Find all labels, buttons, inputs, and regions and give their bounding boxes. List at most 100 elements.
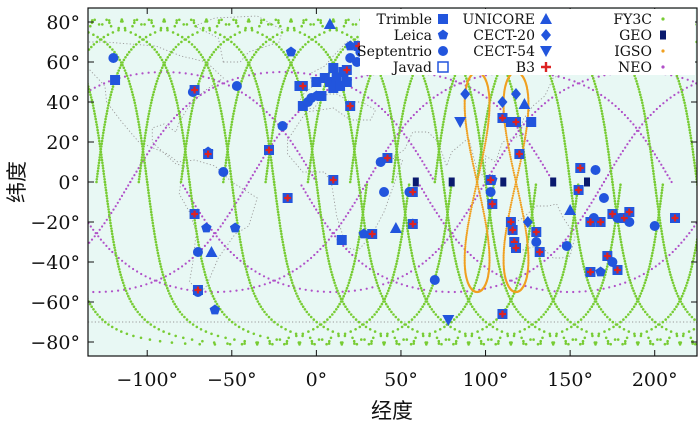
fy3c-point [180, 175, 184, 178]
fy3c-point [542, 273, 545, 277]
fy3c-point [280, 88, 283, 91]
neo-point [31, 277, 33, 279]
fy3c-point [687, 276, 691, 279]
fy3c-point [16, 140, 19, 143]
fy3c-point [3, 48, 6, 51]
fy3c-point [253, 294, 257, 298]
fy3c-point [443, 191, 447, 195]
fy3c-point [149, 205, 152, 208]
fy3c-point [105, 109, 109, 113]
neo-point [568, 78, 571, 81]
fy3c-point [169, 77, 172, 80]
fy3c-point [364, 188, 368, 192]
fy3c-point [18, 129, 21, 132]
fy3c-point [143, 164, 147, 167]
neo-point [98, 290, 101, 294]
fy3c-point [475, 117, 478, 121]
fy3c-point [539, 339, 542, 343]
fy3c-point [237, 48, 241, 51]
fy3c-point [343, 93, 346, 96]
neo-point [412, 146, 415, 149]
fy3c-point [361, 101, 364, 105]
fy3c-point [195, 232, 199, 236]
fy3c-point [265, 169, 269, 173]
fy3c-point [459, 278, 462, 282]
fy3c-point [362, 98, 365, 102]
fy3c-point [402, 224, 405, 228]
fy3c-point [482, 169, 486, 173]
fy3c-point [207, 58, 210, 62]
fy3c-point [166, 69, 169, 72]
fy3c-point [361, 210, 365, 214]
fy3c-point [669, 330, 673, 333]
fy3c-point [266, 136, 270, 140]
fy3c-point [175, 98, 178, 102]
fy3c-point [308, 167, 312, 170]
neo-point [344, 215, 347, 218]
fy3c-point [519, 313, 522, 316]
fy3c-point [123, 28, 127, 32]
fy3c-point [211, 77, 214, 80]
fy3c-point [183, 142, 186, 145]
fy3c-point [350, 134, 354, 137]
fy3c-point [596, 294, 599, 298]
fy3c-point [295, 74, 298, 78]
fy3c-point [361, 213, 365, 217]
fy3c-point [418, 284, 422, 287]
fy3c-point [619, 240, 623, 244]
fy3c-point [295, 53, 298, 56]
fy3c-point [415, 273, 419, 277]
fy3c-point [275, 338, 279, 341]
fy3c-point [347, 112, 350, 115]
fy3c-point [33, 29, 36, 32]
fy3c-point [650, 161, 654, 165]
fy3c-point [402, 219, 406, 222]
neo-point [58, 114, 60, 116]
fy3c-point [546, 286, 550, 290]
fy3c-point [533, 191, 537, 195]
fy3c-point [508, 297, 512, 301]
fy3c-point [489, 219, 493, 222]
fy3c-point [513, 332, 516, 336]
fy3c-point [571, 338, 575, 341]
fy3c-point [599, 104, 602, 107]
neo-point [268, 113, 271, 117]
fy3c-point [600, 112, 604, 115]
fy3c-point [367, 342, 371, 346]
fy3c-point [607, 150, 610, 154]
neo-point [0, 202, 1, 204]
fy3c-point [351, 268, 355, 271]
fy3c-point [532, 338, 535, 341]
fy3c-point [351, 158, 355, 162]
fy3c-point [649, 150, 652, 154]
fy3c-point [277, 21, 280, 25]
fy3c-point [152, 24, 155, 28]
fy3c-point [664, 318, 667, 321]
fy3c-point [497, 265, 501, 268]
fy3c-point [219, 107, 222, 110]
fy3c-point [192, 98, 196, 102]
fy3c-point [85, 77, 88, 80]
fy3c-point [392, 313, 395, 316]
fy3c-point [231, 117, 234, 121]
fy3c-point [401, 197, 405, 200]
fy3c-point [647, 134, 650, 137]
fy3c-point [167, 71, 170, 75]
neo-point [668, 177, 671, 180]
fy3c-point [312, 136, 316, 140]
neo-point [244, 93, 247, 97]
neo-point [483, 265, 486, 268]
fy3c-point [261, 33, 264, 36]
fy3c-point [575, 197, 578, 200]
fy3c-point [184, 145, 188, 148]
fy3c-point [393, 336, 397, 340]
fy3c-point [423, 79, 427, 83]
fy3c-point [133, 101, 137, 105]
fy3c-point [416, 330, 419, 333]
neo-point [304, 288, 307, 291]
fy3c-point [650, 156, 653, 159]
neo-point [68, 289, 70, 291]
neo-point [611, 102, 614, 105]
fy3c-point [297, 297, 301, 301]
fy3c-point [96, 169, 100, 173]
